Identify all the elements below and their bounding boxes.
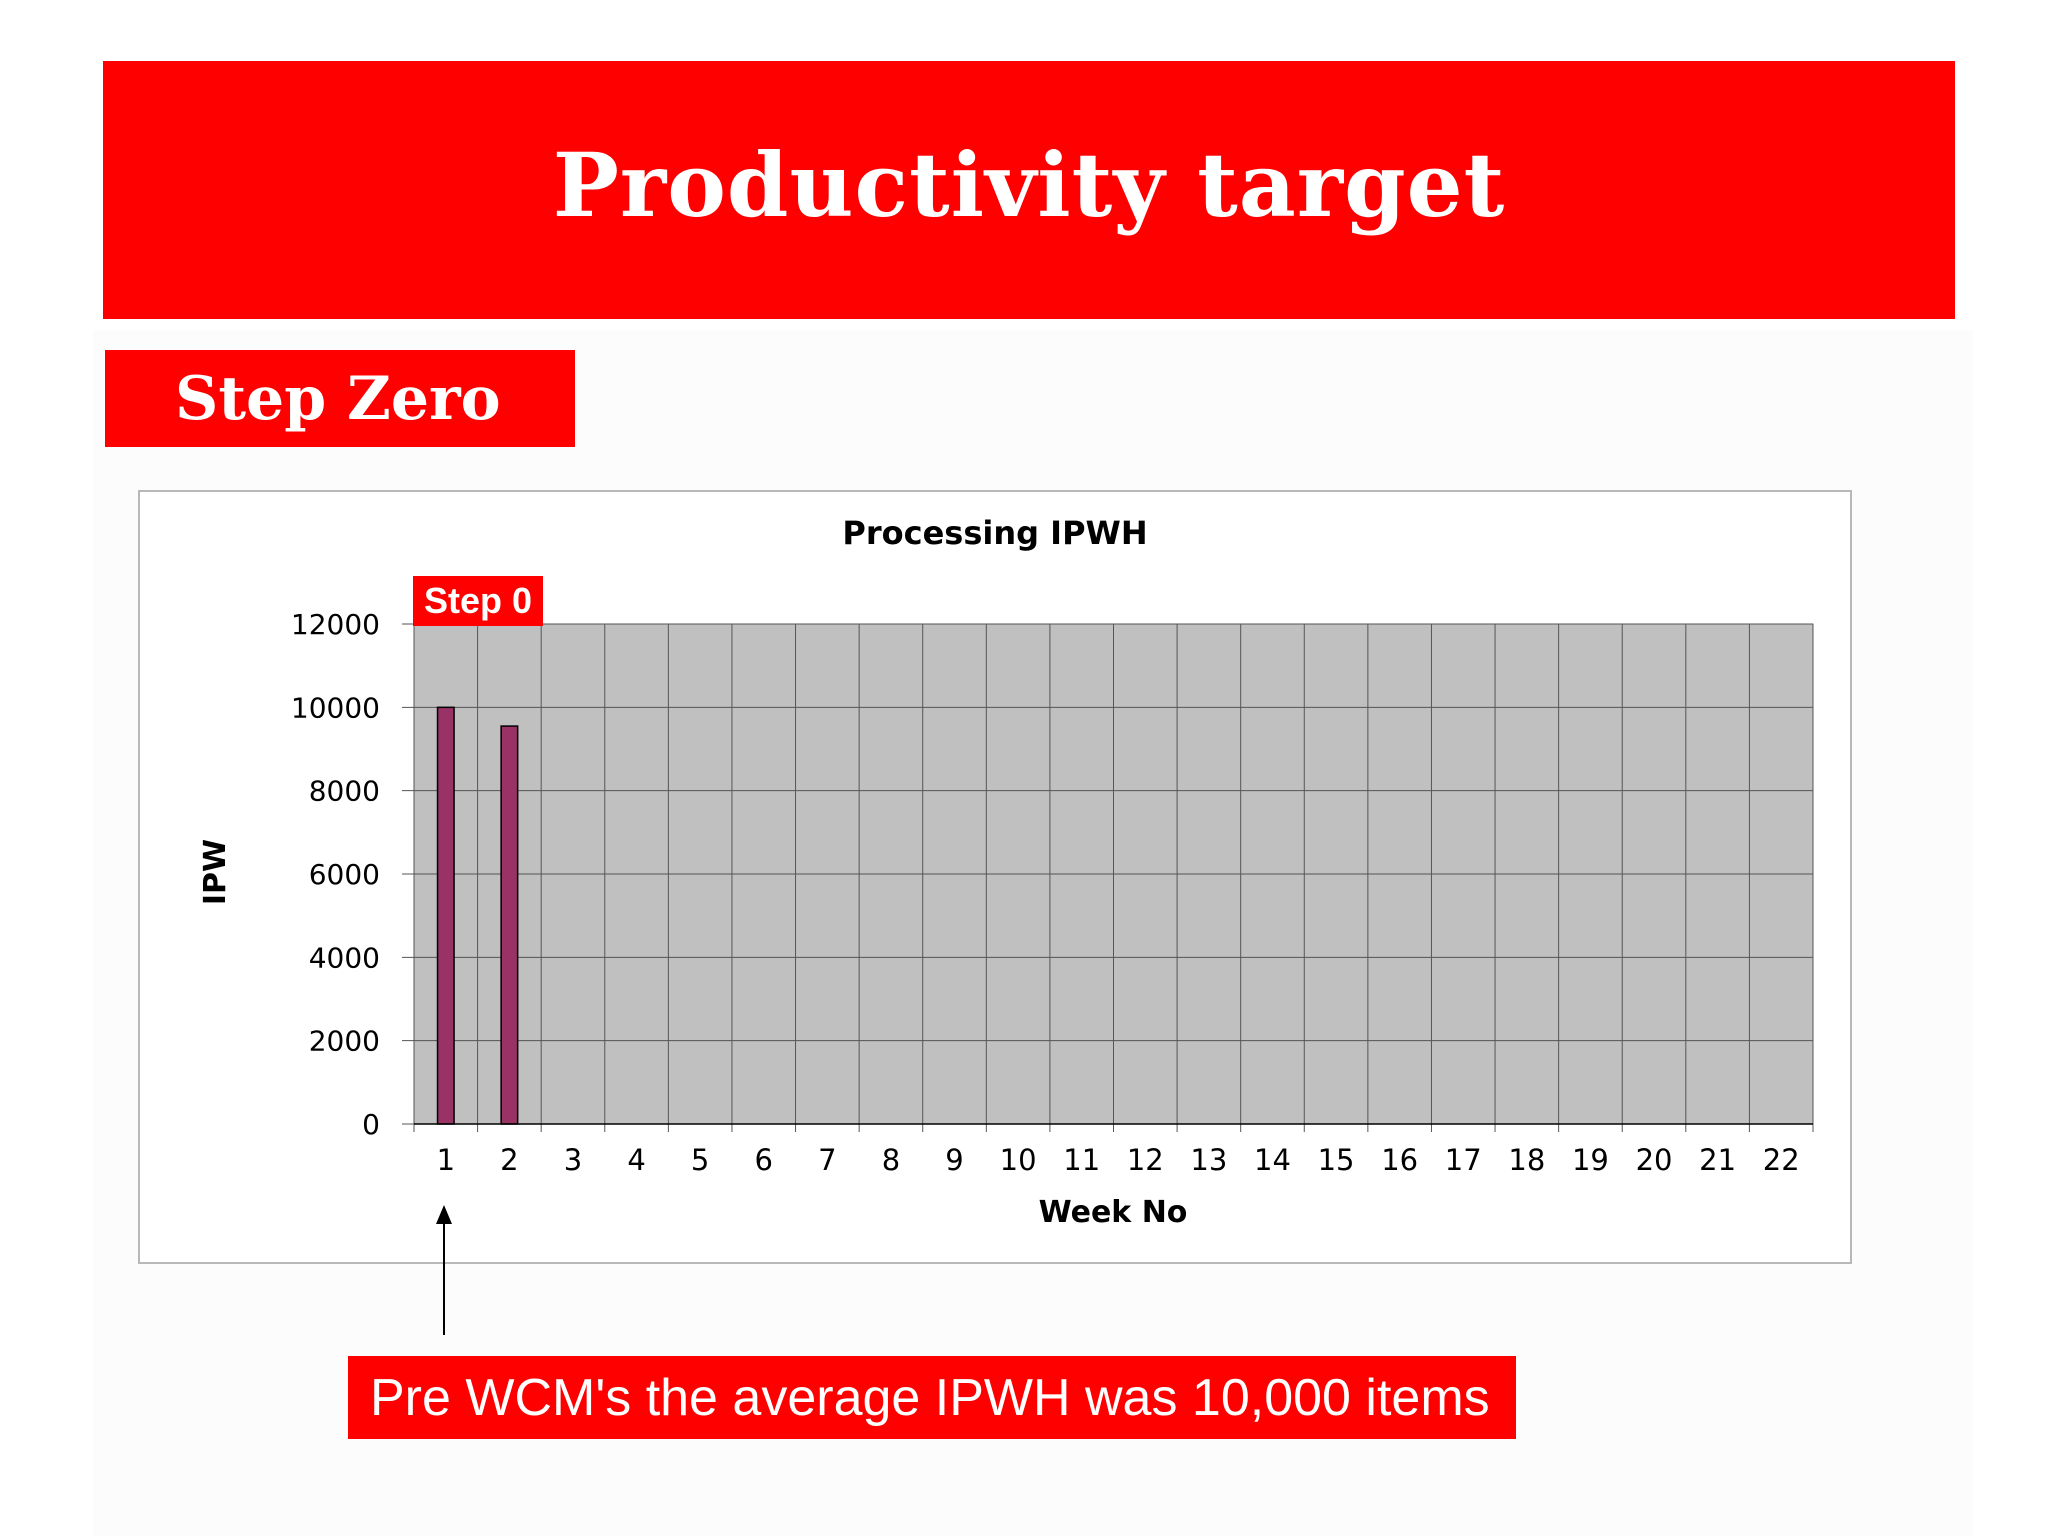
y-axis-label: IPW [198, 839, 233, 905]
x-tick-label: 18 [1508, 1143, 1545, 1177]
y-tick-label: 12000 [291, 608, 380, 641]
chart-frame: 0 2000 4000 6000 8000 10000 12000 1 2 3 4 5 6 7 8 9 10 11… [138, 490, 1852, 1264]
x-tick-label: 1 [437, 1143, 455, 1177]
y-tick-label: 10000 [291, 691, 380, 724]
slide-subtitle: Step Zero [175, 363, 501, 434]
chart-title: Processing IPWH [842, 514, 1147, 552]
y-tick-label: 2000 [309, 1025, 380, 1058]
x-tick-label: 4 [627, 1143, 645, 1177]
x-tick-label: 5 [691, 1143, 709, 1177]
x-tick-label: 15 [1318, 1143, 1355, 1177]
y-tick-label: 4000 [309, 941, 380, 974]
y-tick-label: 6000 [309, 858, 380, 891]
x-axis-label: Week No [1039, 1195, 1188, 1230]
x-tick-label: 20 [1636, 1143, 1673, 1177]
x-tick-label: 10 [1000, 1143, 1037, 1177]
step-annotation-label: Step 0 [424, 580, 532, 621]
note-banner: Pre WCM's the average IPWH was 10,000 it… [348, 1356, 1516, 1439]
x-tick-label: 6 [755, 1143, 773, 1177]
y-tick-label: 0 [362, 1108, 380, 1141]
title-banner: Productivity target [103, 61, 1955, 319]
x-tick-label: 9 [945, 1143, 963, 1177]
y-tick-label: 8000 [309, 775, 380, 808]
x-tick-label: 3 [564, 1143, 582, 1177]
x-tick-label: 12 [1127, 1143, 1164, 1177]
x-tick-label: 8 [882, 1143, 900, 1177]
x-tick-label: 21 [1699, 1143, 1736, 1177]
note-text: Pre WCM's the average IPWH was 10,000 it… [370, 1368, 1490, 1427]
subtitle-banner: Step Zero [105, 350, 575, 447]
x-tick-label: 11 [1063, 1143, 1100, 1177]
pointer-arrow-head [436, 1205, 452, 1224]
step-annotation-box [413, 576, 543, 626]
x-tick-label: 7 [818, 1143, 836, 1177]
x-tick-label: 19 [1572, 1143, 1609, 1177]
x-tick-label: 14 [1254, 1143, 1291, 1177]
slide-title: Productivity target [552, 133, 1506, 237]
x-tick-label: 17 [1445, 1143, 1482, 1177]
x-tick-label: 16 [1381, 1143, 1418, 1177]
x-tick-label: 22 [1763, 1143, 1800, 1177]
x-tick-label: 13 [1190, 1143, 1227, 1177]
x-tick-label: 2 [500, 1143, 518, 1177]
